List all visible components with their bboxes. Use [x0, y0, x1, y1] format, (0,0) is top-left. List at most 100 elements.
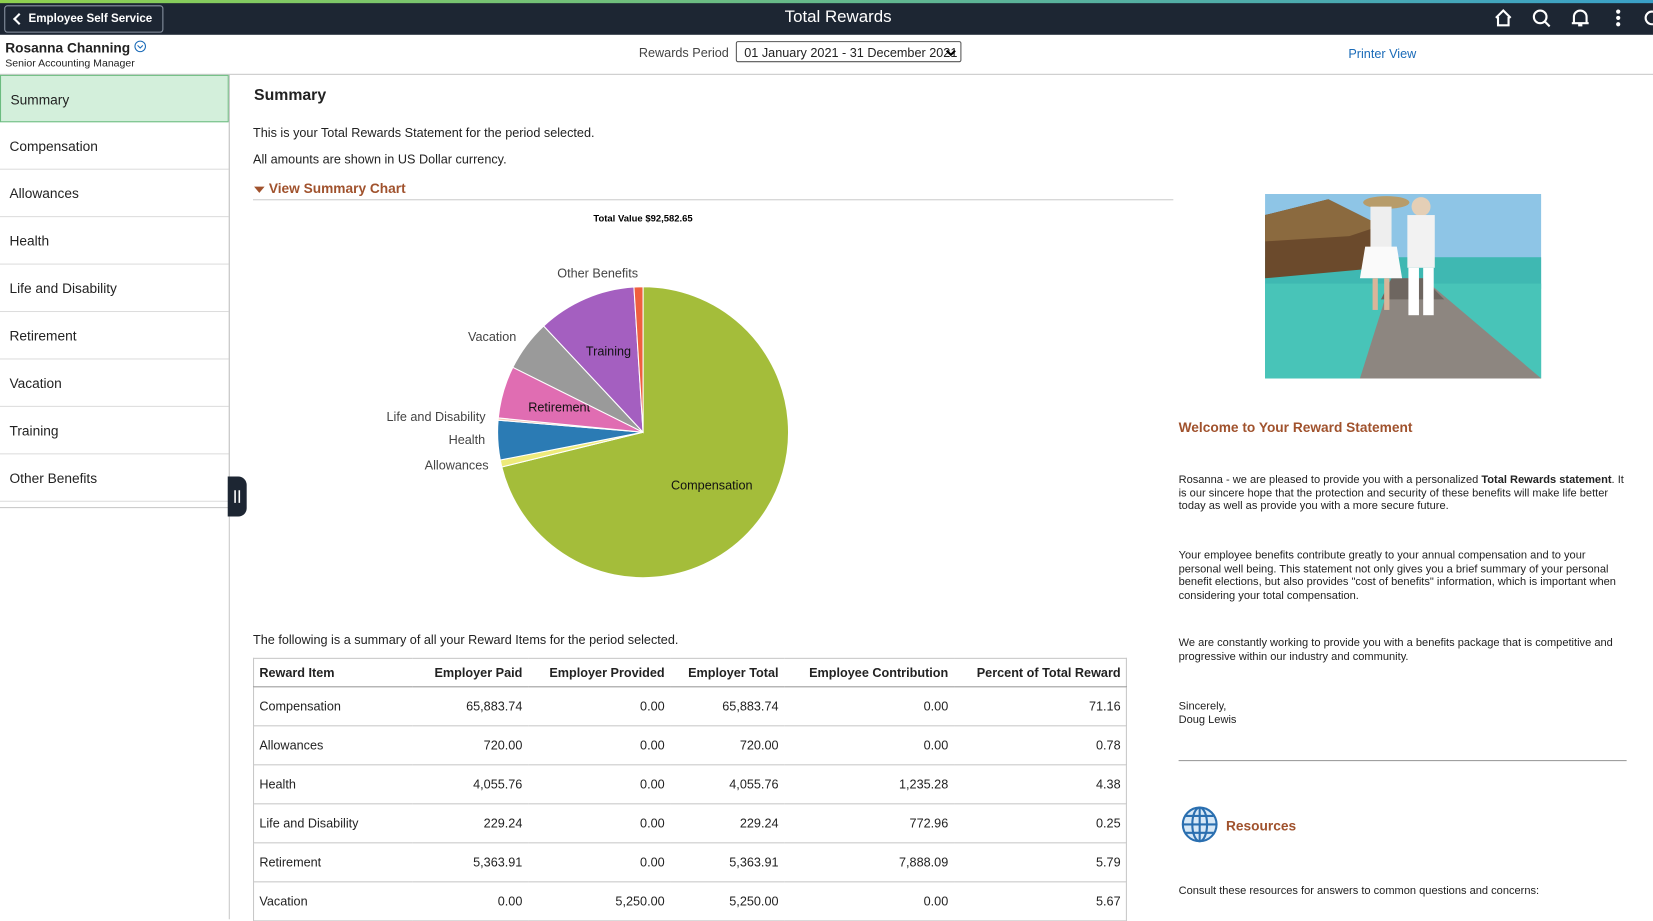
slice-label: Vacation: [468, 330, 516, 344]
cell-item: Health: [253, 764, 412, 805]
period-select[interactable]: 01 January 2021 - 31 December 2021: [735, 41, 962, 63]
signature: Doug Lewis: [1178, 713, 1237, 727]
welcome-title: Welcome to Your Reward Statement: [1178, 419, 1413, 436]
cell-value: 65,883.74: [411, 686, 528, 727]
cell-value: 5.79: [953, 842, 1127, 883]
slice-label: Training: [586, 344, 631, 358]
text: Rosanna - we are pleased to provide you …: [1178, 473, 1482, 486]
bell-icon[interactable]: [1571, 9, 1589, 27]
cell-value: 0.00: [527, 686, 670, 727]
slice-label: Allowances: [425, 459, 489, 473]
cell-item: Compensation: [253, 686, 412, 727]
cell-value: 229.24: [669, 803, 784, 844]
cell-value: 1,235.28: [783, 764, 954, 805]
cell-value: 65,883.74: [669, 686, 784, 727]
column-header: Percent of Total Reward: [953, 657, 1127, 688]
cell-value: 229.24: [411, 803, 528, 844]
printer-view-link[interactable]: Printer View: [1348, 46, 1417, 62]
period-value: 01 January 2021 - 31 December 2021: [744, 45, 958, 61]
cell-value: 4,055.76: [411, 764, 528, 805]
cell-value: 5.67: [953, 881, 1127, 921]
cell-value: 7,888.09: [783, 842, 954, 883]
search-icon[interactable]: [1532, 9, 1551, 28]
table-row: Compensation 65,883.74 0.00 65,883.74 0.00 71…: [253, 686, 1127, 727]
cell-item: Vacation: [253, 881, 412, 921]
cell-value: 0.00: [783, 686, 954, 727]
handle-icon: [234, 490, 241, 503]
cell-value: 772.96: [783, 803, 954, 844]
table-intro: The following is a summary of all your R…: [253, 632, 679, 648]
cell-value: 0.78: [953, 725, 1127, 766]
closing: Sincerely,: [1178, 699, 1227, 713]
user-name-text: Rosanna Channing: [5, 40, 131, 56]
nav-item[interactable]: Summary: [0, 74, 229, 123]
nav-item[interactable]: Retirement: [0, 312, 229, 360]
welcome-paragraph: Rosanna - we are pleased to provide you …: [1179, 473, 1627, 513]
cell-value: 5,250.00: [527, 881, 670, 921]
nav-item[interactable]: Life and Disability: [0, 265, 229, 313]
side-nav: Summary Compensation Allowances Health Life …: [0, 74, 230, 509]
home-icon[interactable]: [1495, 9, 1512, 27]
cell-value: 0.00: [527, 842, 670, 883]
top-bar: [0, 0, 1653, 35]
column-header: Employee Contribution: [783, 657, 954, 688]
cell-value: 0.00: [783, 725, 954, 766]
context-bar: [0, 35, 1653, 75]
cell-value: 0.00: [527, 725, 670, 766]
page-title: Total Rewards: [784, 8, 892, 27]
table-row: Vacation 0.00 5,250.00 5,250.00 0.00 5.67: [253, 881, 1127, 921]
bold-text: Total Rewards statement: [1481, 473, 1612, 486]
paragraph: We are constantly working to provide you…: [1178, 636, 1613, 663]
resources-text: Consult these resources for answers to c…: [1178, 884, 1540, 898]
collapse-handle[interactable]: [227, 476, 247, 517]
table-row: Health 4,055.76 0.00 4,055.76 1,235.28 4.38: [253, 764, 1127, 805]
user-menu-icon[interactable]: [134, 40, 147, 53]
user-name[interactable]: Rosanna Channing: [5, 40, 147, 56]
more-icon[interactable]: [1644, 10, 1653, 26]
globe-icon: [1181, 806, 1218, 843]
cell-item: Retirement: [253, 842, 412, 883]
nav-item[interactable]: Health: [0, 217, 229, 265]
period-label: Rewards Period: [638, 45, 729, 61]
cell-value: 0.25: [953, 803, 1127, 844]
cell-item: Life and Disability: [253, 803, 412, 844]
pie-slice: [633, 286, 644, 433]
separator: [1178, 760, 1627, 762]
chart-toggle[interactable]: View Summary Chart: [254, 180, 406, 196]
intro-text: All amounts are shown in US Dollar curre…: [253, 151, 507, 167]
column-header: Employer Total: [669, 657, 784, 688]
nav-item[interactable]: Compensation: [0, 122, 229, 170]
table-row: Allowances 720.00 0.00 720.00 0.00 0.78: [253, 725, 1127, 766]
header-row: Reward Item Employer Paid Employer Provide…: [253, 657, 1127, 688]
nav-item[interactable]: Other Benefits: [0, 454, 229, 502]
column-header: Employer Provided: [527, 657, 670, 688]
slice-label: Life and Disability: [387, 410, 487, 424]
slice-label: Retirement: [528, 400, 590, 414]
cell-value: 720.00: [411, 725, 528, 766]
resources-title: Resources: [1226, 818, 1297, 834]
section-heading: Summary: [254, 86, 327, 105]
cell-value: 0.00: [783, 881, 954, 921]
user-job-title: Senior Accounting Manager: [5, 57, 135, 70]
cell-value: 5,363.91: [669, 842, 784, 883]
cell-value: 71.16: [953, 686, 1127, 727]
cell-value: 5,250.00: [669, 881, 784, 921]
pie-slice: [542, 286, 644, 434]
cell-value: 4.38: [953, 764, 1127, 805]
back-button[interactable]: Employee Self Service: [4, 5, 164, 33]
paragraph: Your employee benefits contribute greatl…: [1178, 549, 1616, 602]
accent-line: [0, 0, 1653, 4]
rewards-table: Reward Item Employer Paid Employer Provide…: [253, 657, 1127, 921]
cell-value: 0.00: [527, 764, 670, 805]
table-row: Life and Disability 229.24 0.00 229.24 772.9…: [253, 803, 1127, 844]
nav-item[interactable]: Vacation: [0, 359, 229, 407]
separator: [253, 199, 1174, 201]
cell-value: 0.00: [411, 881, 528, 921]
dropdown-arrow: [945, 49, 956, 57]
menu-icon[interactable]: [1616, 9, 1621, 27]
table-row: Retirement 5,363.91 0.00 5,363.91 7,888.09 5.…: [253, 842, 1127, 883]
nav-item[interactable]: Allowances: [0, 170, 229, 218]
nav-item[interactable]: Training: [0, 407, 229, 455]
